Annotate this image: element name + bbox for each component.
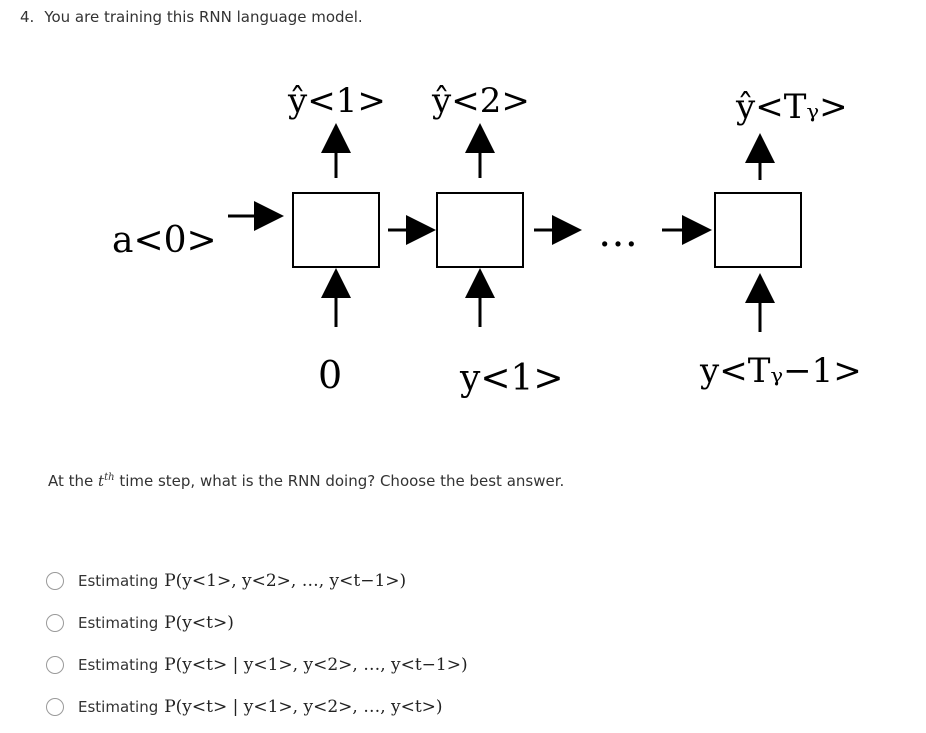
rnn-cell-3 xyxy=(714,192,802,268)
rnn-diagram-svg: a<0> … ŷ<1> ŷ<2> ŷ<Tᵧ> 0 y<1> y<Tᵧ−1> xyxy=(112,81,862,399)
question-prompt: At the tth time step, what is the RNN do… xyxy=(48,472,565,490)
radio-button[interactable] xyxy=(46,656,64,674)
prompt-variable: t xyxy=(98,472,105,490)
output-label-3: ŷ<Tᵧ> xyxy=(735,87,848,127)
option-2[interactable]: Estimating P(y<t>) xyxy=(46,602,468,644)
answer-options: Estimating P(y<1>, y<2>, …, y<t−1>) Esti… xyxy=(46,560,468,728)
rnn-cell-1 xyxy=(292,192,380,268)
option-formula: P(y<t> | y<1>, y<2>, …, y<t−1>) xyxy=(164,655,468,675)
option-label: Estimating xyxy=(78,614,159,632)
option-formula: P(y<t> | y<1>, y<2>, …, y<t>) xyxy=(164,697,443,717)
input-label-3: y<Tᵧ−1> xyxy=(699,351,862,391)
rnn-diagram: a<0> … ŷ<1> ŷ<2> ŷ<Tᵧ> 0 y<1> y<Tᵧ−1> xyxy=(0,60,926,420)
option-label: Estimating xyxy=(78,698,159,716)
option-label: Estimating xyxy=(78,656,159,674)
input-label-1: 0 xyxy=(318,353,342,397)
radio-button[interactable] xyxy=(46,614,64,632)
option-formula: P(y<t>) xyxy=(164,613,234,633)
option-formula: P(y<1>, y<2>, …, y<t−1>) xyxy=(164,571,407,591)
option-1[interactable]: Estimating P(y<1>, y<2>, …, y<t−1>) xyxy=(46,560,468,602)
question-number: 4. xyxy=(20,8,35,26)
input-label-2: y<1> xyxy=(459,358,564,399)
question-text: You are training this RNN language model… xyxy=(44,8,363,26)
ellipsis: … xyxy=(598,210,638,256)
rnn-cell-2 xyxy=(436,192,524,268)
radio-button[interactable] xyxy=(46,698,64,716)
option-4[interactable]: Estimating P(y<t> | y<1>, y<2>, …, y<t>) xyxy=(46,686,468,728)
output-label-2: ŷ<2> xyxy=(431,81,530,121)
option-3[interactable]: Estimating P(y<t> | y<1>, y<2>, …, y<t−1… xyxy=(46,644,468,686)
question-title: 4. You are training this RNN language mod… xyxy=(20,8,363,26)
output-label-1: ŷ<1> xyxy=(287,81,386,121)
prompt-superscript: th xyxy=(104,472,115,483)
radio-button[interactable] xyxy=(46,572,64,590)
activation-label: a<0> xyxy=(112,220,217,261)
option-label: Estimating xyxy=(78,572,159,590)
